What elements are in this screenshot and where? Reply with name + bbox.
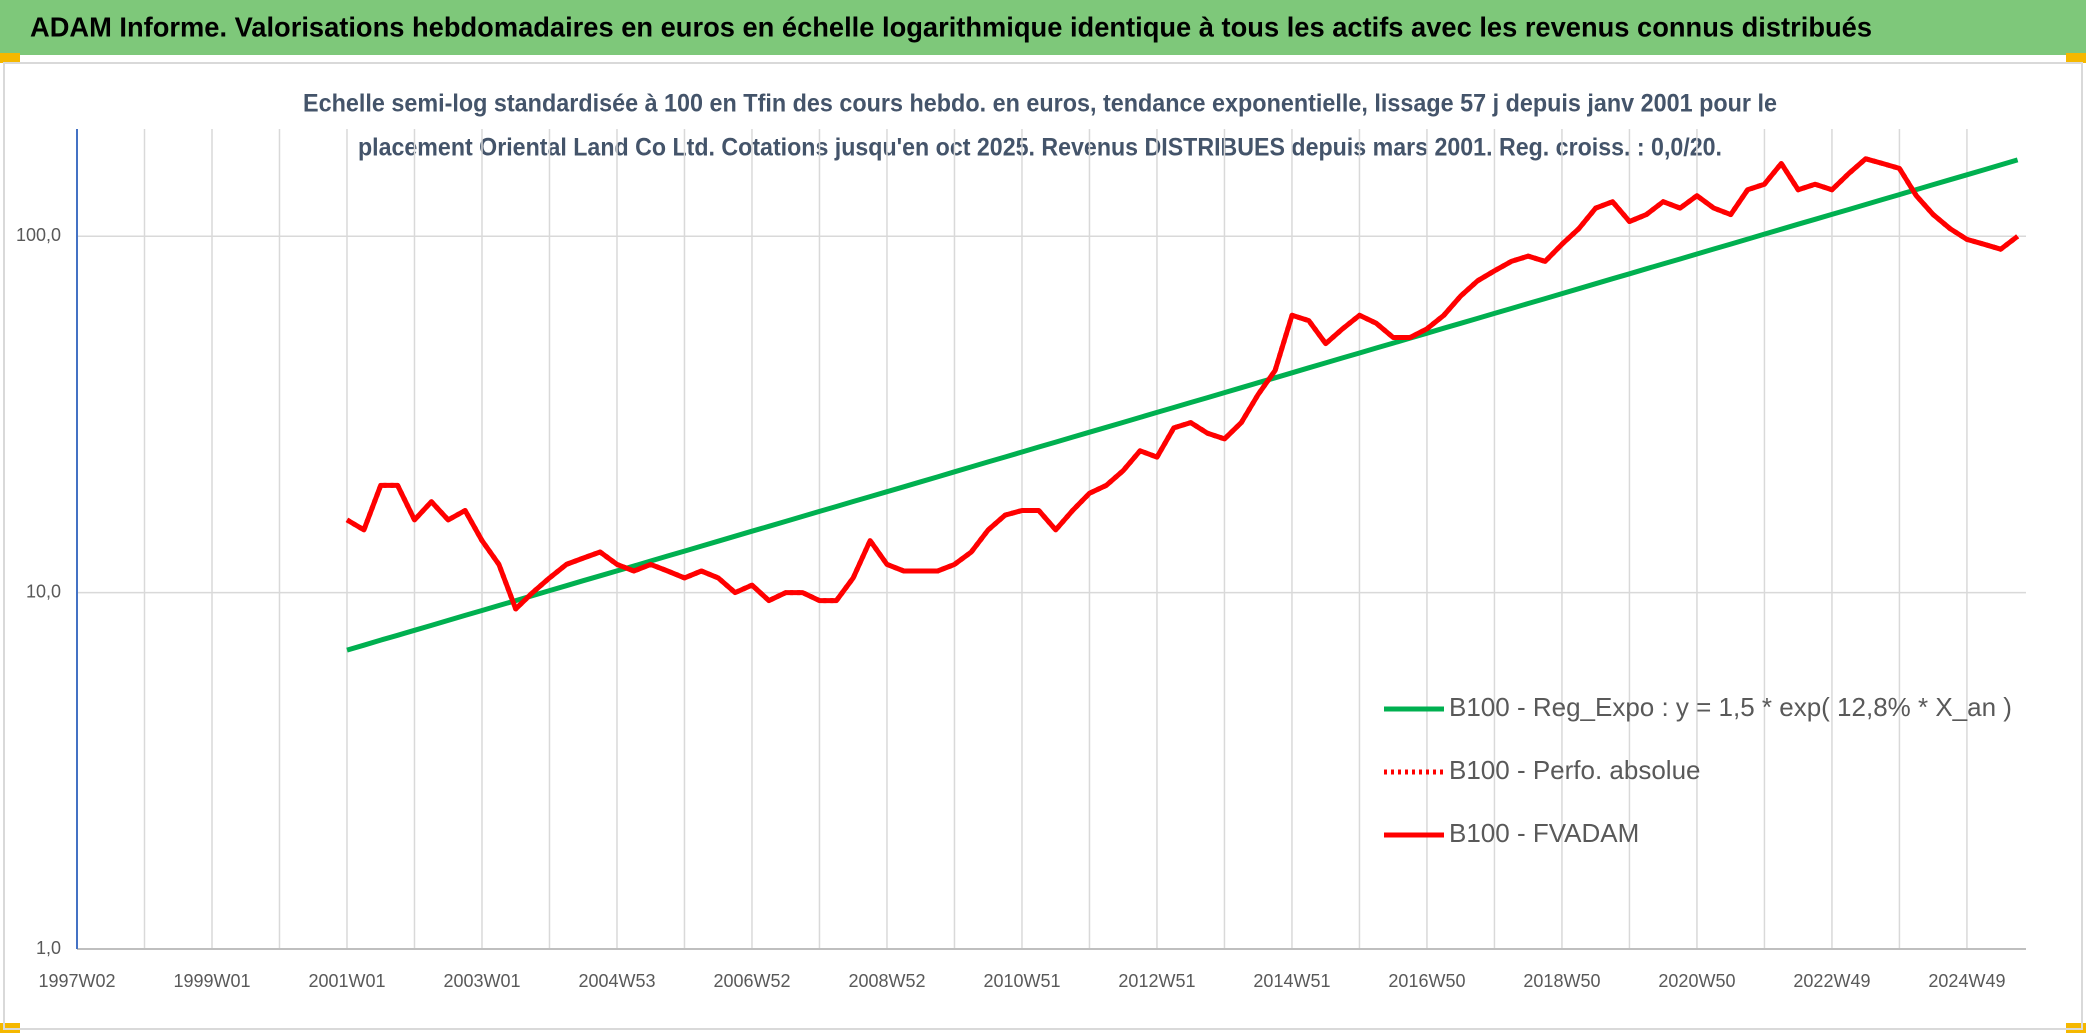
x-tick-label: 1997W02	[38, 971, 115, 991]
legend-label: B100 - FVADAM	[1449, 818, 1639, 848]
y-tick-label: 10,0	[26, 581, 61, 601]
x-tick-label: 2016W50	[1388, 971, 1465, 991]
corner-mark	[0, 53, 20, 63]
x-tick-label: 2001W01	[308, 971, 385, 991]
legend-label: B100 - Reg_Expo : y = 1,5 * exp( 12,8% *…	[1449, 692, 2012, 722]
x-tick-label: 2022W49	[1793, 971, 1870, 991]
x-tick-label: 1999W01	[173, 971, 250, 991]
x-tick-label: 2012W51	[1118, 971, 1195, 991]
data-line	[345, 156, 2020, 612]
title-banner	[0, 0, 2086, 55]
x-tick-label: 2014W51	[1253, 971, 1330, 991]
chart-subtitle: placement Oriental Land Co Ltd. Cotation…	[358, 134, 1722, 162]
x-tick-label: 2003W01	[443, 971, 520, 991]
legend-label: B100 - Perfo. absolue	[1449, 755, 1701, 785]
corner-mark	[2066, 53, 2086, 63]
y-tick-label: 100,0	[16, 225, 61, 245]
x-tick-label: 2020W50	[1658, 971, 1735, 991]
x-tick-label: 2010W51	[983, 971, 1060, 991]
x-tick-label: 2024W49	[1928, 971, 2005, 991]
x-tick-label: 2008W52	[848, 971, 925, 991]
x-tick-label: 2018W50	[1523, 971, 1600, 991]
y-tick-label: 1,0	[36, 938, 61, 958]
x-tick-label: 2004W53	[578, 971, 655, 991]
chart-title: ADAM Informe. Valorisations hebdomadaire…	[30, 11, 1872, 42]
chart-subtitle: Echelle semi-log standardisée à 100 en T…	[303, 90, 1777, 118]
chart-frame	[3, 62, 2083, 1030]
x-tick-label: 2006W52	[713, 971, 790, 991]
